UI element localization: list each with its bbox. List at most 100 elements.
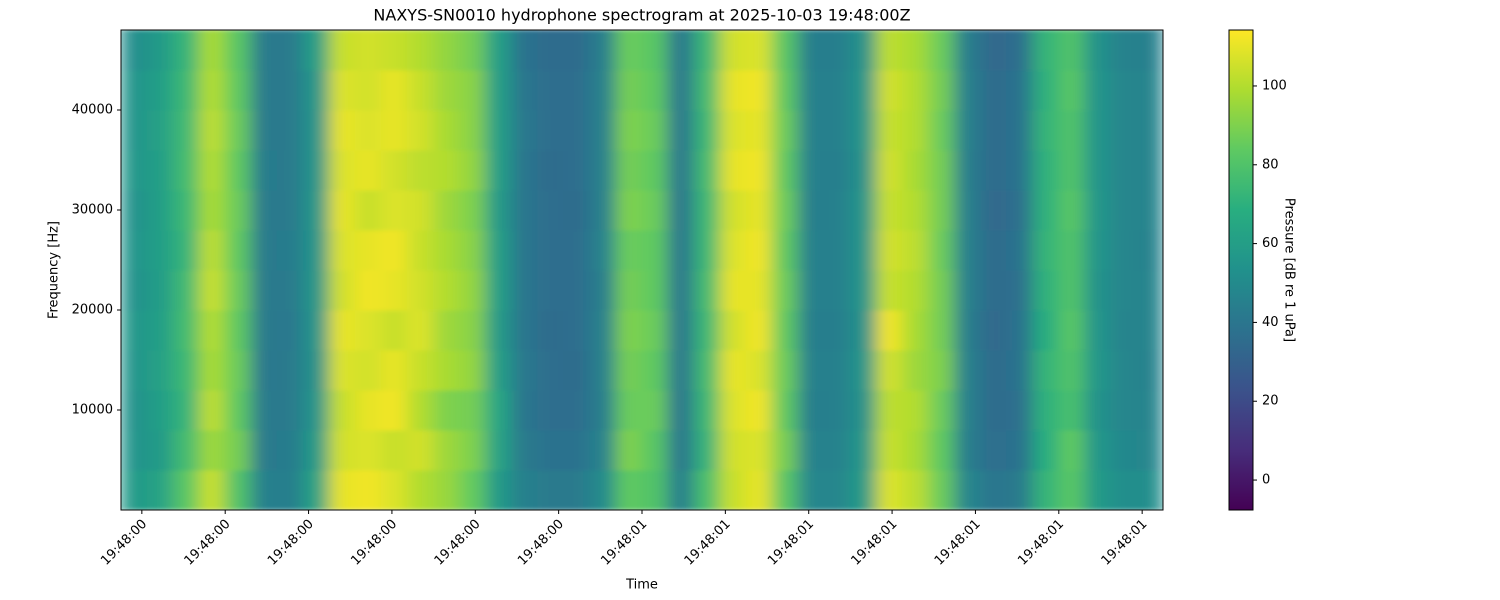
heatmap-cell <box>641 229 669 271</box>
heatmap-cell <box>407 229 435 271</box>
heatmap-cell <box>641 269 669 311</box>
heatmap-cell <box>563 389 591 431</box>
heatmap-cell <box>928 149 956 191</box>
heatmap-cell <box>875 269 903 311</box>
heatmap-cell <box>511 69 539 111</box>
heatmap-cell <box>719 30 747 71</box>
heatmap-cell <box>797 149 825 191</box>
heatmap-cell <box>250 309 278 351</box>
heatmap-cell <box>276 109 304 151</box>
heatmap-cell <box>224 349 252 391</box>
heatmap-cell <box>823 349 851 391</box>
x-tick-label: 19:48:00 <box>515 517 567 569</box>
heatmap-cell <box>121 469 148 510</box>
colorbar-tick-label: 100 <box>1262 78 1287 93</box>
heatmap-cell <box>1032 429 1060 471</box>
heatmap-cell <box>615 189 643 231</box>
heatmap-cell <box>771 189 799 231</box>
heatmap-cell <box>198 30 226 71</box>
heatmap-cell <box>511 30 539 71</box>
heatmap-cell <box>276 69 304 111</box>
heatmap-cell <box>381 349 409 391</box>
x-tick-label: 19:48:01 <box>765 517 817 569</box>
heatmap-cell <box>1110 109 1138 151</box>
heatmap-cell <box>433 349 461 391</box>
heatmap-cell <box>121 109 148 151</box>
x-tick-label: 19:48:01 <box>682 517 734 569</box>
heatmap-cell <box>276 229 304 271</box>
heatmap-cell <box>1006 189 1034 231</box>
heatmap-cell <box>902 229 930 271</box>
heatmap-cell <box>1084 30 1112 71</box>
heatmap-cell <box>381 189 409 231</box>
heatmap-cell <box>667 269 695 311</box>
heatmap-cell <box>511 149 539 191</box>
heatmap-cell <box>797 349 825 391</box>
heatmap-cell <box>407 69 435 111</box>
heatmap-cell <box>745 429 773 471</box>
heatmap-cell <box>146 30 174 71</box>
heatmap-cell <box>459 349 487 391</box>
heatmap-cell <box>354 149 382 191</box>
heatmap-cell <box>146 269 174 311</box>
heatmap-cell <box>1084 149 1112 191</box>
x-tick-label: 19:48:00 <box>348 517 400 569</box>
heatmap-cell <box>823 109 851 151</box>
heatmap-cell <box>328 429 356 471</box>
heatmap-cell <box>1058 109 1086 151</box>
heatmap-cell <box>1032 30 1060 71</box>
heatmap-cell <box>354 469 382 510</box>
heatmap-cell <box>381 269 409 311</box>
heatmap-cell <box>328 69 356 111</box>
heatmap-cell <box>1006 229 1034 271</box>
heatmap-cell <box>902 109 930 151</box>
heatmap-cell <box>381 30 409 71</box>
heatmap-cell <box>745 229 773 271</box>
heatmap-cell <box>980 269 1008 311</box>
heatmap-cell <box>875 189 903 231</box>
heatmap-cell <box>302 469 330 510</box>
heatmap-cell <box>589 30 617 71</box>
heatmap-cell <box>459 389 487 431</box>
heatmap-cell <box>511 109 539 151</box>
heatmap-cell <box>354 389 382 431</box>
heatmap-cell <box>902 469 930 510</box>
heatmap-cell <box>511 349 539 391</box>
heatmap-cell <box>537 309 565 351</box>
heatmap-cell <box>537 69 565 111</box>
heatmap-cell <box>537 189 565 231</box>
x-axis-label: Time <box>625 578 658 593</box>
heatmap-cell <box>667 229 695 271</box>
heatmap-cell <box>381 109 409 151</box>
heatmap-cell <box>198 469 226 510</box>
heatmap-cell <box>146 429 174 471</box>
heatmap-cell <box>980 389 1008 431</box>
heatmap-cell <box>407 189 435 231</box>
heatmap-cell <box>615 109 643 151</box>
heatmap-cell <box>354 109 382 151</box>
heatmap-cell <box>771 389 799 431</box>
heatmap-cell <box>902 69 930 111</box>
heatmap-cell <box>407 309 435 351</box>
heatmap-cell <box>928 109 956 151</box>
heatmap-cell <box>407 349 435 391</box>
heatmap-cell <box>224 109 252 151</box>
heatmap-cell <box>928 269 956 311</box>
heatmap-cell <box>823 269 851 311</box>
heatmap-cell <box>797 269 825 311</box>
heatmap-cell <box>928 189 956 231</box>
heatmap-cell <box>928 229 956 271</box>
heatmap-cell <box>198 269 226 311</box>
heatmap-cell <box>485 30 513 71</box>
heatmap-cell <box>354 429 382 471</box>
heatmap-cell <box>615 30 643 71</box>
heatmap-cell <box>1110 309 1138 351</box>
heatmap-cell <box>1084 69 1112 111</box>
heatmap-cell <box>589 229 617 271</box>
heatmap-cell <box>902 30 930 71</box>
heatmap <box>121 30 1163 510</box>
heatmap-cell <box>511 229 539 271</box>
heatmap-cell <box>928 30 956 71</box>
heatmap-cell <box>1110 469 1138 510</box>
